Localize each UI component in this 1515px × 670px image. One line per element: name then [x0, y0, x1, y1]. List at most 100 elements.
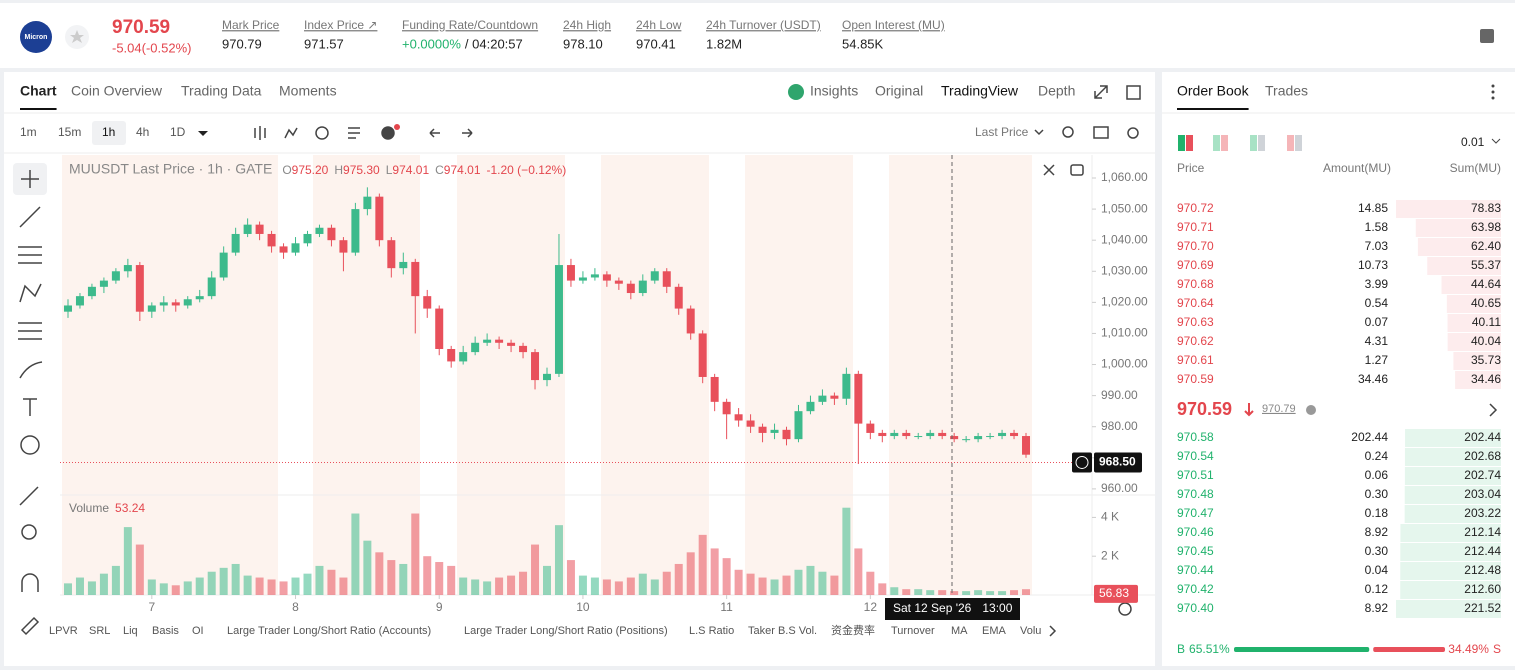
volume-bar [531, 544, 540, 595]
indicator[interactable]: Liq [123, 625, 138, 637]
book-price[interactable]: 970.42 [1177, 582, 1214, 596]
last-price-label: 968.50 [1099, 455, 1136, 469]
chart-tab[interactable]: Moments [279, 83, 337, 99]
logo[interactable] [20, 21, 52, 53]
book-tab[interactable]: Trades [1265, 83, 1308, 99]
book-tab[interactable]: Order Book [1177, 83, 1250, 99]
chart-tab[interactable]: Trading Data [181, 83, 262, 99]
depth-bar [1441, 276, 1501, 294]
book-price[interactable]: 970.45 [1177, 544, 1214, 558]
book-price[interactable]: 970.46 [1177, 525, 1214, 539]
volume-bar [291, 577, 300, 595]
volume-bar [303, 573, 312, 595]
book-price[interactable]: 970.61 [1177, 353, 1214, 367]
depth-bar [1400, 543, 1501, 561]
volume-bar [435, 562, 444, 595]
candle-body [279, 246, 288, 253]
volume-bar [111, 565, 120, 595]
book-price[interactable]: 970.59 [1177, 372, 1214, 386]
expand-icon[interactable] [1094, 85, 1108, 99]
book-price[interactable]: 970.64 [1177, 296, 1214, 310]
dropdown-arrow[interactable] [1034, 129, 1044, 136]
book-price[interactable]: 970.68 [1177, 277, 1214, 291]
book-price[interactable]: 970.70 [1177, 239, 1214, 253]
book-sum: 203.04 [1464, 487, 1501, 501]
indicator[interactable]: Volu [1020, 625, 1041, 637]
candle-body [63, 305, 72, 312]
toolbar-icons[interactable] [254, 126, 1139, 140]
stat-label: 24h Low [636, 18, 682, 32]
indicator[interactable]: MA [951, 625, 968, 637]
candle-body [686, 308, 695, 334]
interval[interactable]: 15m [58, 125, 81, 139]
indicator[interactable]: Large Trader Long/Short Ratio (Positions… [464, 625, 668, 637]
candle-body [315, 227, 324, 234]
drawing-tools[interactable] [18, 170, 43, 636]
book-last-price: 970.59 [1177, 399, 1232, 419]
order-book-icons[interactable] [1178, 84, 1501, 417]
indicator[interactable]: Turnover [891, 625, 935, 637]
book-price[interactable]: 970.72 [1177, 201, 1214, 215]
indicator[interactable]: Basis [152, 625, 179, 637]
sell-label: S [1493, 642, 1501, 656]
book-sum: 221.52 [1464, 601, 1501, 615]
column-header: Amount(MU) [1323, 161, 1391, 175]
candle-body [303, 233, 312, 244]
last-price-plus[interactable] [1072, 452, 1092, 473]
price-source[interactable]: Last Price [975, 125, 1029, 139]
legend-value: 974.01 [392, 163, 429, 177]
view-tab[interactable]: Depth [1038, 83, 1075, 99]
view-tab[interactable]: Insights [810, 83, 858, 99]
book-price[interactable]: 970.69 [1177, 258, 1214, 272]
interval[interactable]: 1D [170, 125, 186, 139]
book-price[interactable]: 970.62 [1177, 334, 1214, 348]
indicator[interactable]: 资金费率 [831, 623, 875, 637]
view-tab[interactable]: Original [875, 83, 923, 99]
notes-icon[interactable] [1480, 29, 1494, 43]
view-tab[interactable]: TradingView [941, 83, 1019, 99]
book-price[interactable]: 970.47 [1177, 506, 1214, 520]
indicator[interactable]: L.S Ratio [689, 625, 734, 637]
interval-highlight [92, 121, 126, 145]
book-price[interactable]: 970.44 [1177, 563, 1214, 577]
x-tick-label: 10 [576, 600, 590, 614]
session-shade [745, 155, 853, 595]
indicator[interactable]: Large Trader Long/Short Ratio (Accounts) [227, 625, 431, 637]
interval[interactable]: 4h [136, 125, 149, 139]
book-sum: 212.48 [1464, 563, 1501, 577]
chart-tab[interactable]: Chart [20, 83, 57, 99]
volume-bar [554, 525, 563, 595]
candle-body [722, 401, 731, 415]
book-price[interactable]: 970.48 [1177, 487, 1214, 501]
volume-bar [495, 577, 504, 595]
chart-tab[interactable]: Coin Overview [71, 83, 163, 99]
book-price[interactable]: 970.40 [1177, 601, 1214, 615]
indicator[interactable]: OI [192, 625, 204, 637]
legend-change: -1.20 (−0.12%) [487, 163, 567, 177]
interval[interactable]: 1h [102, 125, 115, 139]
indicator[interactable]: SRL [89, 625, 110, 637]
candle-body [183, 299, 192, 306]
volume-bar [746, 573, 755, 595]
book-price[interactable]: 970.71 [1177, 220, 1214, 234]
column-header: Price [1177, 161, 1205, 175]
volume-bar [830, 575, 839, 595]
volume-bar [471, 579, 480, 595]
x-tick-label: 9 [436, 600, 443, 614]
volume-bar [662, 571, 671, 595]
book-price[interactable]: 970.51 [1177, 468, 1214, 482]
interval[interactable]: 1m [20, 125, 37, 139]
dropdown-arrow[interactable] [198, 131, 208, 136]
book-price[interactable]: 970.54 [1177, 449, 1214, 463]
indicator[interactable]: Taker B.S Vol. [748, 625, 817, 637]
indicator[interactable]: LPVR [49, 625, 78, 637]
indicator[interactable]: EMA [982, 625, 1007, 637]
precision[interactable]: 0.01 [1461, 135, 1485, 149]
book-price[interactable]: 970.63 [1177, 315, 1214, 329]
depth-bar [1404, 467, 1501, 485]
book-price[interactable]: 970.58 [1177, 430, 1214, 444]
book-sum: 55.37 [1471, 258, 1501, 272]
volume-bar [255, 577, 264, 595]
window-icon[interactable] [1126, 85, 1141, 100]
